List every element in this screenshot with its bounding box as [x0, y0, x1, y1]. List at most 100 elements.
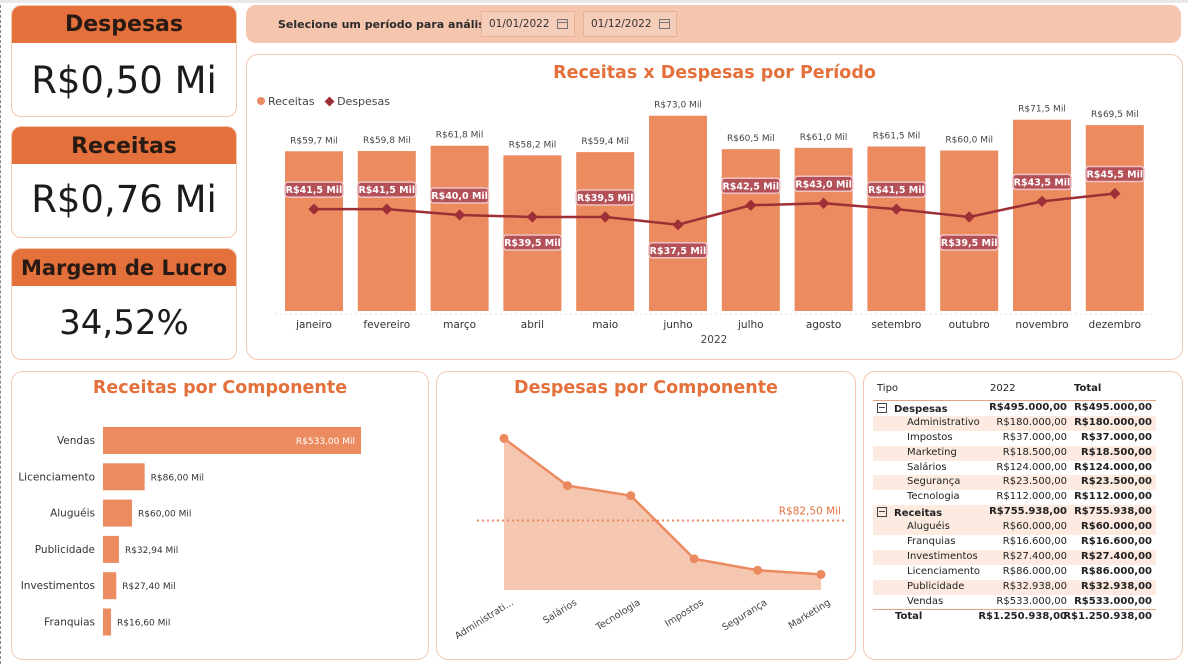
- matrix-group-row[interactable]: Receitas R$755.938,00 R$755.938,00: [873, 505, 1156, 521]
- matrix-total-2022: R$1.250.938,00: [978, 611, 1067, 623]
- x-tick-label-11: dezembro: [1089, 319, 1142, 331]
- matrix-cell-tipo: Impostos: [907, 432, 953, 443]
- matrix-child-row[interactable]: Administrativo R$180.000,00 R$180.000,00: [873, 415, 1156, 431]
- point-label-7: R$43,0 Mil: [795, 179, 852, 190]
- area-point-2: [626, 491, 636, 501]
- point-despesas-1: [381, 203, 393, 215]
- matrix-child-row[interactable]: Segurança R$23.500,00 R$23.500,00: [873, 475, 1156, 491]
- x-tick-label-9: outubro: [949, 319, 990, 331]
- start-date-input[interactable]: 01/01/2022: [481, 11, 575, 37]
- matrix-cell-2022: R$755.938,00: [989, 506, 1067, 518]
- calendar-icon[interactable]: [557, 19, 568, 29]
- hbar-5: [103, 608, 112, 636]
- matrix-cell-2022: R$18.500,00: [1002, 446, 1067, 458]
- matrix-cell-tipo-text: Vendas: [907, 595, 944, 607]
- line-despesas: [314, 192, 1115, 227]
- despesas-componente-chart: Administrati... Salários Tecnologia Imposto…: [453, 433, 847, 642]
- calendar-icon[interactable]: [659, 19, 670, 29]
- matrix-child-row[interactable]: Licenciamento R$86.000,00 R$86.000,00: [873, 565, 1156, 580]
- collapse-icon[interactable]: [877, 507, 887, 518]
- bar-receitas-7: [794, 147, 853, 311]
- matrix-child-row[interactable]: Salários R$124.000,00 R$124.000,00: [873, 461, 1156, 476]
- hbar-category-1: Licenciamento: [18, 471, 95, 483]
- hbar-value-2: R$60,00 Mil: [138, 510, 191, 520]
- matrix-cell-2022: R$23.500,00: [1002, 476, 1067, 488]
- matrix-cell-2022: R$32.938,00: [1002, 580, 1067, 592]
- matrix-cell-tipo: Salários: [907, 462, 947, 473]
- matrix-cell-tipo-text: Marketing: [907, 446, 957, 458]
- point-despesas-7: [817, 197, 830, 209]
- area-x-label-5: Marketing: [787, 597, 833, 631]
- kpi-despesas-card[interactable]: Despesas R$0,50 Mi: [11, 5, 237, 117]
- hbar-category-2: Aluguéis: [50, 508, 95, 520]
- matrix-cell-tipo-text: Investimentos: [907, 550, 978, 562]
- matrix-cell-tipo: Despesas: [877, 402, 948, 415]
- matrix-total-row: Total R$1.250.938,00 R$1.250.938,00: [873, 609, 1156, 625]
- matrix-cell-tipo-text: Receitas: [894, 508, 943, 520]
- end-date-input[interactable]: 01/12/2022: [583, 11, 677, 37]
- hbar-value-5: R$16,60 Mil: [117, 619, 170, 629]
- matrix-child-row[interactable]: Publicidade R$32.938,00 R$32.938,00: [873, 579, 1156, 595]
- matrix-group-row[interactable]: Despesas R$495.000,00 R$495.000,00: [873, 401, 1156, 416]
- receitas-componente-title: Receitas por Componente: [92, 378, 348, 398]
- point-label-box-4: [575, 189, 635, 206]
- area-point-5: [816, 569, 826, 579]
- matrix-cell-total: R$27.400,00: [1081, 550, 1152, 562]
- area-x-label-3: Impostos: [663, 597, 706, 629]
- matrix-total-value: R$1.250.938,00: [1063, 611, 1152, 623]
- matrix-cell-2022: R$60.000,00: [1002, 521, 1067, 533]
- matrix-body: Despesas R$495.000,00 R$495.000,00 Administ…: [873, 401, 1156, 625]
- bar-label-6: R$60,5 Mil: [727, 134, 775, 144]
- matrix-cell-tipo-text: Despesas: [894, 404, 948, 415]
- point-label-0: R$41,5 Mil: [286, 185, 343, 196]
- point-despesas-3: [526, 211, 539, 223]
- matrix-cell-total: R$37.000,00: [1081, 431, 1152, 443]
- matrix-child-row[interactable]: Aluguéis R$60.000,00 R$60.000,00: [873, 520, 1156, 536]
- matrix-cell-2022: R$124.000,00: [996, 461, 1067, 473]
- area-x-label-1: Salários: [541, 597, 579, 626]
- despesas-componente-title: Despesas por Componente: [514, 378, 778, 398]
- matrix-child-row[interactable]: Impostos R$37.000,00 R$37.000,00: [873, 431, 1156, 446]
- matrix-child-row[interactable]: Tecnologia R$112.000,00 R$112.000,00: [873, 490, 1156, 505]
- kpi-margem-card[interactable]: Margem de Lucro 34,52%: [11, 248, 237, 360]
- matrix-child-row[interactable]: Vendas R$533.000,00 R$533.000,00: [873, 595, 1156, 610]
- bar-label-3: R$58,2 Mil: [509, 140, 557, 150]
- point-despesas-11: [1109, 187, 1121, 200]
- point-label-box-3: [502, 234, 563, 251]
- point-label-10: R$43,5 Mil: [1014, 177, 1071, 188]
- x-tick-label-1: fevereiro: [363, 319, 410, 331]
- point-label-box-11: [1085, 165, 1145, 183]
- collapse-icon[interactable]: [877, 403, 887, 413]
- bar-receitas-8: [867, 146, 926, 311]
- matrix-cell-total: R$180.000,00: [1074, 416, 1152, 428]
- kpi-receitas-value: R$0,76 Mi: [31, 178, 217, 221]
- date-filter-label: Selecione um período para análise:: [278, 18, 497, 31]
- point-despesas-6: [745, 199, 757, 211]
- bar-label-8: R$61,5 Mil: [873, 131, 921, 141]
- bar-receitas-3: [503, 155, 562, 311]
- area-point-0: [499, 433, 509, 443]
- point-label-4: R$39,5 Mil: [577, 193, 634, 204]
- hbar-4: [103, 572, 117, 600]
- matrix-cell-tipo: Tecnologia: [907, 491, 960, 502]
- kpi-receitas-card[interactable]: Receitas R$0,76 Mi: [11, 126, 237, 238]
- chart-legend: Receitas Despesas: [257, 95, 390, 108]
- matrix-child-row[interactable]: Marketing R$18.500,00 R$18.500,00: [873, 445, 1156, 461]
- matrix-cell-2022: R$86.000,00: [1002, 565, 1067, 577]
- matrix-child-row[interactable]: Investimentos R$27.400,00 R$27.400,00: [873, 549, 1156, 565]
- matrix-child-row[interactable]: Franquias R$16.600,00 R$16.600,00: [873, 535, 1156, 550]
- bar-label-9: R$60,0 Mil: [945, 136, 993, 146]
- matrix-cell-tipo-text: Licenciamento: [907, 565, 981, 577]
- point-label-box-6: [721, 177, 781, 194]
- hbar-1: [103, 463, 145, 491]
- matrix-cell-2022: R$495.000,00: [989, 402, 1067, 413]
- bar-receitas-0: [285, 151, 343, 311]
- matrix-header: Tipo 2022 Total: [873, 380, 1156, 401]
- bar-receitas-6: [721, 149, 780, 311]
- point-label-1: R$41,5 Mil: [358, 185, 415, 196]
- point-label-box-1: [357, 181, 417, 198]
- point-despesas-8: [890, 203, 903, 215]
- matrix-cell-tipo-text: Segurança: [907, 476, 961, 488]
- point-label-box-7: [793, 175, 854, 193]
- hbar-category-4: Investimentos: [21, 580, 95, 592]
